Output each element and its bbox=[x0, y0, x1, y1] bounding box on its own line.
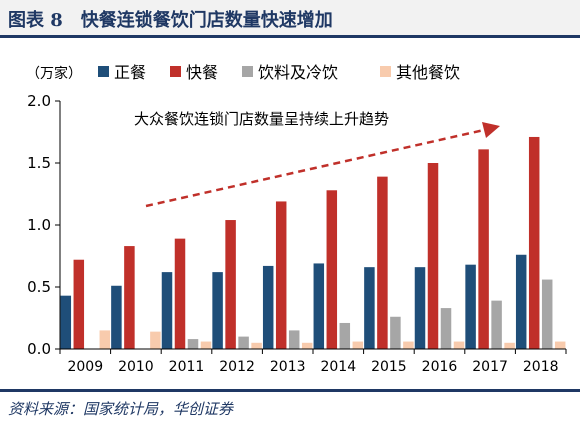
figure-source: 资料来源：国家统计局，华创证券 bbox=[8, 400, 234, 418]
x-axis: 2009 2010 2011 2012 2013 2014 2015 2016 2017 2018 bbox=[59, 348, 567, 375]
y-tick-label: 2.0 bbox=[27, 92, 51, 110]
x-tick-label: 2016 bbox=[422, 359, 458, 375]
x-tick-label: 2014 bbox=[320, 359, 356, 375]
bar bbox=[275, 201, 287, 349]
legend-label: 其他餐饮 bbox=[396, 63, 460, 82]
x-tick-label: 2017 bbox=[472, 359, 508, 375]
legend-swatch bbox=[242, 66, 253, 77]
bar bbox=[238, 336, 249, 349]
bar bbox=[174, 238, 186, 349]
bar bbox=[377, 176, 388, 349]
bar bbox=[554, 341, 566, 349]
y-axis: 0.0 0.5 1.0 1.5 2.0 bbox=[27, 92, 61, 358]
bar bbox=[390, 316, 401, 349]
bar bbox=[478, 149, 489, 349]
bar-chart: （万家） 正餐 快餐 饮料及冷饮 其他餐饮 大众餐饮连锁门店数量呈持续上升趋势 0.0… bbox=[26, 63, 567, 375]
bar bbox=[200, 341, 212, 349]
legend: 正餐 快餐 饮料及冷饮 其他餐饮 bbox=[98, 63, 460, 82]
x-tick-label: 2013 bbox=[270, 359, 306, 375]
bar bbox=[187, 339, 199, 349]
bar bbox=[313, 263, 325, 349]
figure-footer: 资料来源：国家统计局，华创证券 bbox=[0, 389, 580, 426]
bar bbox=[427, 163, 439, 349]
bar bbox=[440, 308, 452, 349]
bar bbox=[225, 220, 236, 349]
legend-label: 快餐 bbox=[186, 63, 218, 82]
legend-swatch bbox=[170, 66, 181, 77]
bar bbox=[403, 341, 414, 349]
bar bbox=[60, 295, 72, 349]
bar bbox=[491, 300, 502, 349]
y-tick-label: 1.5 bbox=[27, 154, 51, 172]
bar bbox=[339, 322, 351, 349]
legend-swatch bbox=[98, 66, 109, 77]
bar bbox=[262, 265, 274, 349]
bar bbox=[453, 341, 465, 349]
bar bbox=[504, 342, 515, 349]
legend-swatch bbox=[380, 66, 391, 77]
bar bbox=[301, 342, 313, 349]
legend-label: 正餐 bbox=[114, 63, 146, 82]
bars bbox=[60, 136, 566, 349]
bar bbox=[161, 272, 173, 349]
bar bbox=[414, 267, 426, 349]
x-tick-label: 2011 bbox=[169, 359, 205, 375]
x-tick-label: 2012 bbox=[219, 359, 255, 375]
unit-label: （万家） bbox=[26, 65, 82, 82]
bar bbox=[364, 267, 375, 349]
x-tick-label: 2010 bbox=[118, 359, 154, 375]
x-tick-label: 2009 bbox=[67, 359, 103, 375]
bar bbox=[124, 246, 135, 349]
trend-annotation: 大众餐饮连锁门店数量呈持续上升趋势 bbox=[134, 110, 389, 128]
bar bbox=[528, 136, 540, 349]
bar bbox=[515, 254, 527, 349]
bar bbox=[326, 190, 338, 349]
bar bbox=[251, 342, 262, 349]
bar bbox=[288, 330, 300, 349]
x-tick-label: 2015 bbox=[371, 359, 407, 375]
trend-arrow-line bbox=[145, 128, 485, 208]
trend-arrow-head bbox=[482, 122, 500, 138]
y-tick-label: 0.5 bbox=[27, 278, 51, 296]
bar bbox=[352, 341, 364, 349]
bar bbox=[541, 279, 553, 349]
bar bbox=[150, 331, 161, 349]
y-tick-label: 1.0 bbox=[27, 216, 51, 234]
bar bbox=[111, 285, 122, 349]
figure-title: 图表 8 快餐连锁餐饮门店数量快速增加 bbox=[8, 10, 333, 31]
y-tick-label: 0.0 bbox=[27, 340, 51, 358]
bar bbox=[212, 272, 223, 349]
x-tick-label: 2018 bbox=[523, 359, 559, 375]
bar bbox=[465, 264, 476, 349]
legend-label: 饮料及冷饮 bbox=[258, 63, 338, 82]
bar bbox=[73, 259, 85, 349]
bar bbox=[99, 330, 111, 349]
figure-header: 图表 8 快餐连锁餐饮门店数量快速增加 bbox=[0, 0, 580, 38]
